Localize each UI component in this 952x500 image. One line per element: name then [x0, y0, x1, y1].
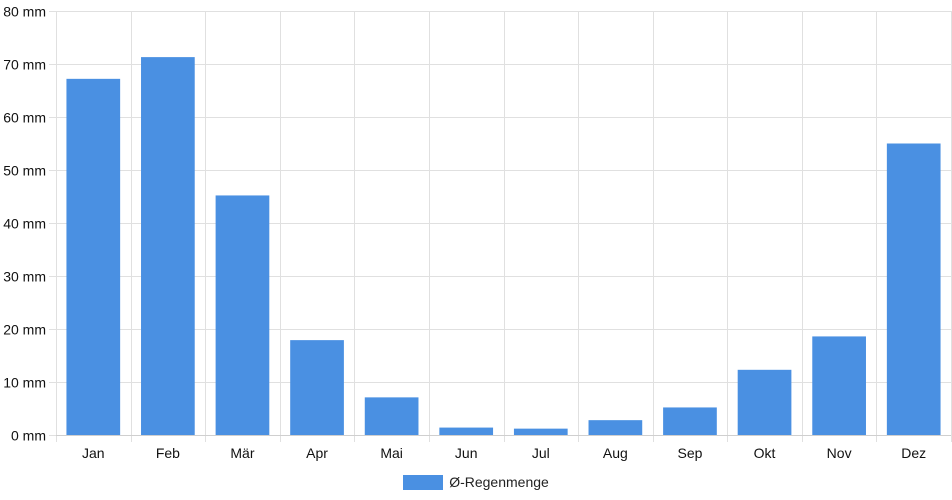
- bar-Jul: [513, 428, 568, 435]
- x-tick-label: Okt: [754, 445, 776, 461]
- bar-Jun: [439, 427, 494, 435]
- bar-Mai: [364, 397, 419, 435]
- bar-Sep: [663, 407, 717, 435]
- x-tick-label: Sep: [677, 445, 702, 461]
- chart-canvas: 0 mm 10 mm 20 mm 30 mm 40 mm 50 mm 60 mm 70 mm 8…: [3, 4, 952, 461]
- bar-Dez: [886, 143, 941, 435]
- y-tick-label: 70 mm: [3, 57, 46, 73]
- chart-legend: Ø-Regenmenge: [0, 471, 952, 493]
- x-tick-label: Jun: [455, 445, 478, 461]
- x-tick-label: Mai: [380, 445, 403, 461]
- legend-swatch: [403, 474, 444, 490]
- x-tick-label: Apr: [306, 445, 328, 461]
- y-tick-label: 0 mm: [11, 428, 46, 444]
- x-tick-label: Mär: [230, 445, 254, 461]
- bar-Okt: [737, 369, 792, 435]
- x-tick-label: Dez: [901, 445, 926, 461]
- legend-label: Ø-Regenmenge: [449, 474, 549, 490]
- bar-Mär: [215, 195, 270, 435]
- x-tick-label: Aug: [603, 445, 628, 461]
- bar-Feb: [141, 57, 195, 436]
- x-tick-label: Feb: [156, 445, 180, 461]
- y-tick-label: 30 mm: [3, 269, 46, 285]
- x-tick-label: Jul: [532, 445, 550, 461]
- bar-Nov: [812, 336, 866, 435]
- y-tick-label: 40 mm: [3, 216, 46, 232]
- bar-Apr: [290, 340, 344, 435]
- y-tick-label: 20 mm: [3, 322, 46, 338]
- x-tick-label: Jan: [82, 445, 105, 461]
- y-tick-label: 80 mm: [3, 4, 46, 20]
- y-tick-label: 10 mm: [3, 375, 46, 391]
- bar-Aug: [588, 420, 643, 435]
- bar-Jan: [66, 78, 121, 435]
- y-tick-label: 50 mm: [3, 163, 46, 179]
- x-tick-label: Nov: [827, 445, 852, 461]
- y-tick-label: 60 mm: [3, 110, 46, 126]
